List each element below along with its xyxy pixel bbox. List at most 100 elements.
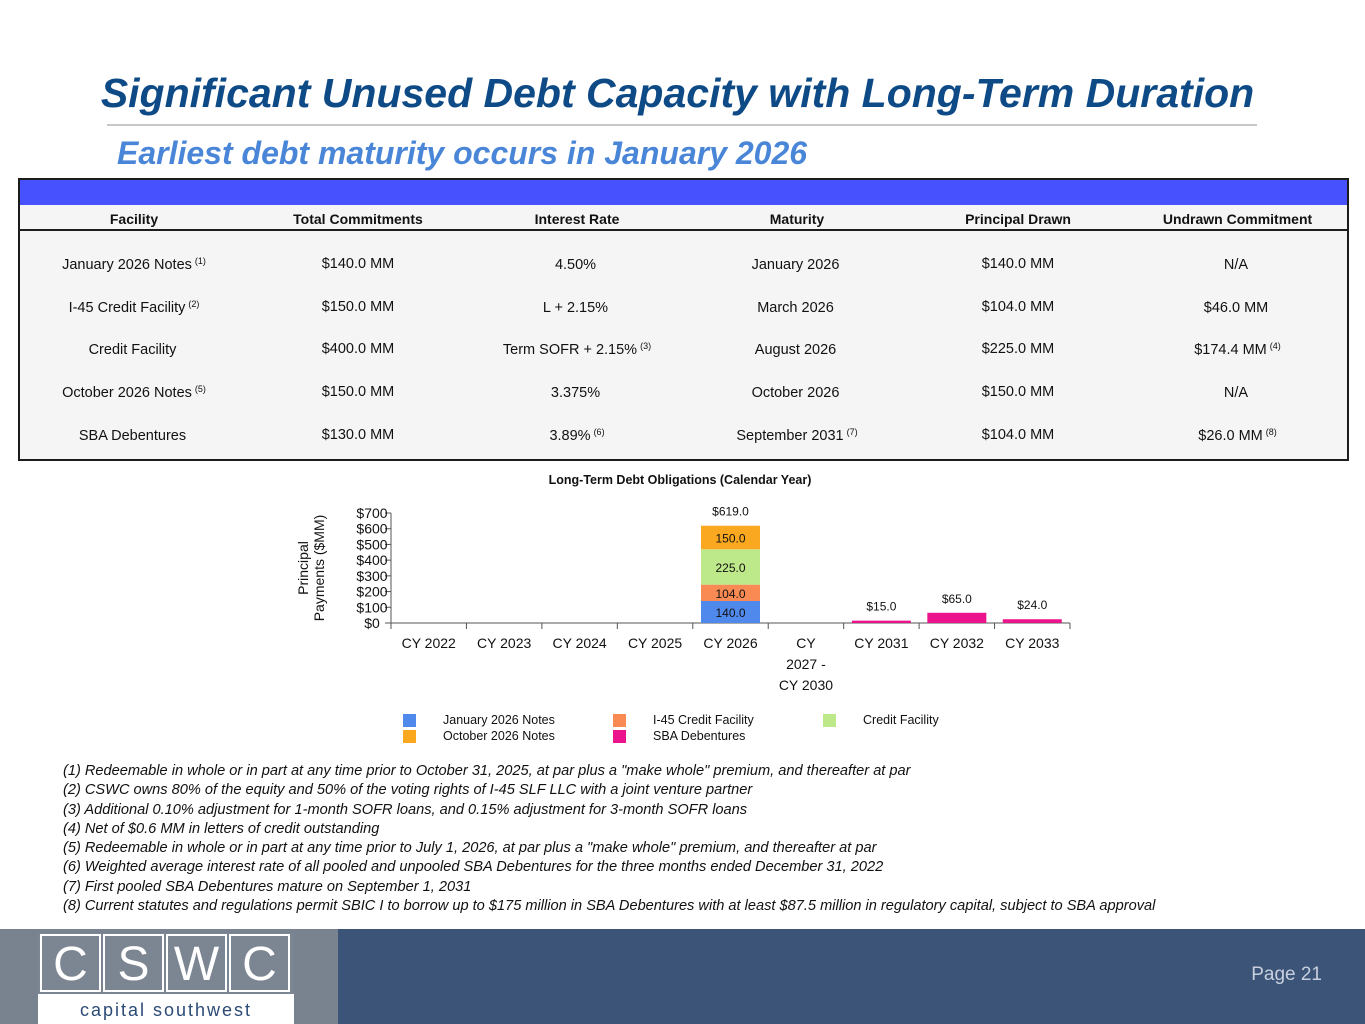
table-cell-undrawn: $26.0 MM (8) bbox=[1198, 426, 1277, 444]
x-tick-label: CY 2024 bbox=[552, 635, 606, 651]
footnote: (1) Redeemable in whole or in part at an… bbox=[63, 763, 911, 779]
table-cell-facility: Credit Facility bbox=[88, 342, 177, 359]
bar-segment bbox=[701, 549, 760, 585]
footnote: (2) CSWC owns 80% of the equity and 50% … bbox=[63, 782, 753, 799]
table-cell-commitments: $150.0 MM bbox=[321, 384, 395, 401]
footer-right-panel bbox=[338, 929, 1365, 1024]
table-cell-commitments: $400.0 MM bbox=[321, 341, 395, 358]
table-cell-maturity: October 2026 bbox=[751, 385, 840, 402]
footnote-ref: (5) bbox=[194, 384, 206, 395]
x-tick-label: CY 2032 bbox=[930, 635, 984, 651]
table-cell-commitments: $140.0 MM bbox=[321, 256, 395, 272]
table-cell-rate: 3.89% (6) bbox=[549, 426, 605, 444]
legend-label: October 2026 Notes bbox=[443, 729, 555, 743]
table-cell-drawn: $150.0 MM bbox=[981, 384, 1055, 401]
col-header-rate: Interest Rate bbox=[534, 211, 620, 227]
x-tick-label: CY 2030 bbox=[779, 677, 833, 693]
bar-segment bbox=[701, 584, 760, 601]
table-cell-drawn: $140.0 MM bbox=[981, 256, 1055, 272]
table-cell-facility: SBA Debentures bbox=[78, 427, 187, 444]
legend-label: SBA Debentures bbox=[653, 729, 746, 743]
table-row: I-45 Credit Facility (2) $150.0 MM L + 2.15… bbox=[20, 299, 1347, 339]
y-tick-label: $200 bbox=[356, 584, 387, 600]
table-cell-undrawn: $174.4 MM (4) bbox=[1194, 341, 1281, 359]
x-tick-label: CY 2022 bbox=[402, 635, 456, 651]
table-row: Credit Facility $400.0 MM Term SOFR + 2.15… bbox=[20, 341, 1347, 381]
table-cell-maturity: March 2026 bbox=[757, 299, 834, 316]
y-tick-label: $700 bbox=[356, 505, 387, 521]
page-subtitle: Earliest debt maturity occurs in January… bbox=[117, 135, 808, 171]
debt-obligations-chart: $0$100$200$300$400$500$600$700 PrincipalP… bbox=[295, 505, 1071, 693]
footnotes: (1) Redeemable in whole or in part at an… bbox=[63, 762, 1343, 916]
table-cell-drawn: $104.0 MM bbox=[981, 426, 1055, 443]
col-header-commitments: Total Commitments bbox=[293, 211, 423, 227]
table-row: October 2026 Notes (5) $150.0 MM 3.375% Octo… bbox=[20, 384, 1347, 424]
bar-data-label: 150.0 bbox=[715, 532, 745, 546]
x-tick-label: CY bbox=[796, 635, 816, 651]
table-cell-undrawn: N/A bbox=[1223, 385, 1249, 402]
logo-letter: W bbox=[166, 934, 227, 992]
footnote-ref: (6) bbox=[593, 426, 605, 437]
table-cell-rate: Term SOFR + 2.15% (3) bbox=[502, 341, 652, 359]
table-row: January 2026 Notes (1) $140.0 MM 4.50% Janua… bbox=[20, 256, 1347, 296]
legend-swatch bbox=[403, 730, 416, 743]
x-tick-label: CY 2023 bbox=[477, 635, 531, 651]
table-cell-maturity: January 2026 bbox=[751, 257, 840, 273]
table-header-row: Facility Total Commitments Interest Rate… bbox=[20, 205, 1347, 231]
table-cell-drawn: $104.0 MM bbox=[981, 298, 1055, 315]
bar-data-label: 104.0 bbox=[715, 587, 745, 601]
col-header-drawn: Principal Drawn bbox=[965, 211, 1071, 227]
y-tick-label: $600 bbox=[356, 521, 387, 537]
legend-swatch bbox=[613, 730, 626, 743]
footnote-ref: (8) bbox=[1265, 426, 1277, 437]
bar-data-label: 140.0 bbox=[715, 606, 745, 620]
table-cell-rate: 4.50% bbox=[554, 257, 597, 273]
page-title: Significant Unused Debt Capacity with Lo… bbox=[100, 70, 1255, 116]
table-row: SBA Debentures $130.0 MM 3.89% (6) September… bbox=[20, 427, 1347, 467]
logo-letter: C bbox=[229, 934, 290, 992]
footnote: (8) Current statutes and regulations per… bbox=[63, 898, 1156, 915]
footnote-ref: (1) bbox=[194, 256, 206, 266]
table-cell-facility: October 2026 Notes (5) bbox=[62, 384, 206, 402]
y-axis-label: PrincipalPayments ($MM) bbox=[295, 515, 327, 622]
footnote-ref: (7) bbox=[846, 426, 858, 437]
footnote: (5) Redeemable in whole or in part at an… bbox=[63, 840, 877, 857]
table-cell-maturity: August 2026 bbox=[754, 342, 837, 359]
legend-swatch bbox=[823, 714, 836, 727]
legend-label: January 2026 Notes bbox=[443, 713, 555, 727]
y-tick-label: $100 bbox=[356, 599, 387, 615]
table-cell-rate: 3.375% bbox=[550, 385, 601, 402]
x-tick-label: CY 2031 bbox=[854, 635, 908, 651]
col-header-undrawn: Undrawn Commitment bbox=[1162, 211, 1313, 227]
footnote-ref: (4) bbox=[1269, 341, 1281, 352]
table-header-band bbox=[20, 180, 1347, 205]
footnote-ref: (3) bbox=[640, 341, 652, 352]
chart-title: Long-Term Debt Obligations (Calendar Yea… bbox=[548, 473, 812, 487]
bar-data-label: 225.0 bbox=[715, 561, 745, 575]
col-header-maturity: Maturity bbox=[769, 211, 825, 227]
y-tick-label: $400 bbox=[356, 552, 387, 568]
table-cell-undrawn: $46.0 MM bbox=[1203, 299, 1269, 316]
bar-segment bbox=[927, 612, 987, 623]
bar-total-label: $65.0 bbox=[942, 592, 972, 606]
table-cell-facility: January 2026 Notes (1) bbox=[62, 256, 206, 273]
x-tick-label: CY 2026 bbox=[703, 635, 757, 651]
logo-letter: S bbox=[103, 934, 164, 992]
logo-letter-panel: C S W C bbox=[38, 933, 294, 994]
y-tick-label: $0 bbox=[364, 615, 380, 631]
table-cell-commitments: $150.0 MM bbox=[321, 298, 395, 315]
bar-total-label: $24.0 bbox=[1017, 598, 1047, 612]
logo-letter: C bbox=[40, 934, 101, 992]
table-cell-undrawn: N/A bbox=[1223, 257, 1249, 273]
bar-segment bbox=[701, 525, 760, 550]
footnote: (4) Net of $0.6 MM in letters of credit … bbox=[63, 820, 380, 837]
col-header-facility: Facility bbox=[109, 211, 159, 227]
y-tick-label: $500 bbox=[356, 536, 387, 552]
table-cell-commitments: $130.0 MM bbox=[321, 426, 395, 443]
table-cell-facility: I-45 Credit Facility (2) bbox=[68, 298, 200, 316]
title-divider bbox=[107, 124, 1257, 126]
x-tick-label: CY 2033 bbox=[1005, 635, 1059, 651]
debt-table: Facility Total Commitments Interest Rate… bbox=[18, 178, 1349, 461]
company-logo: C S W C capital southwest bbox=[38, 933, 294, 1024]
bar-total-label: $15.0 bbox=[866, 600, 896, 614]
